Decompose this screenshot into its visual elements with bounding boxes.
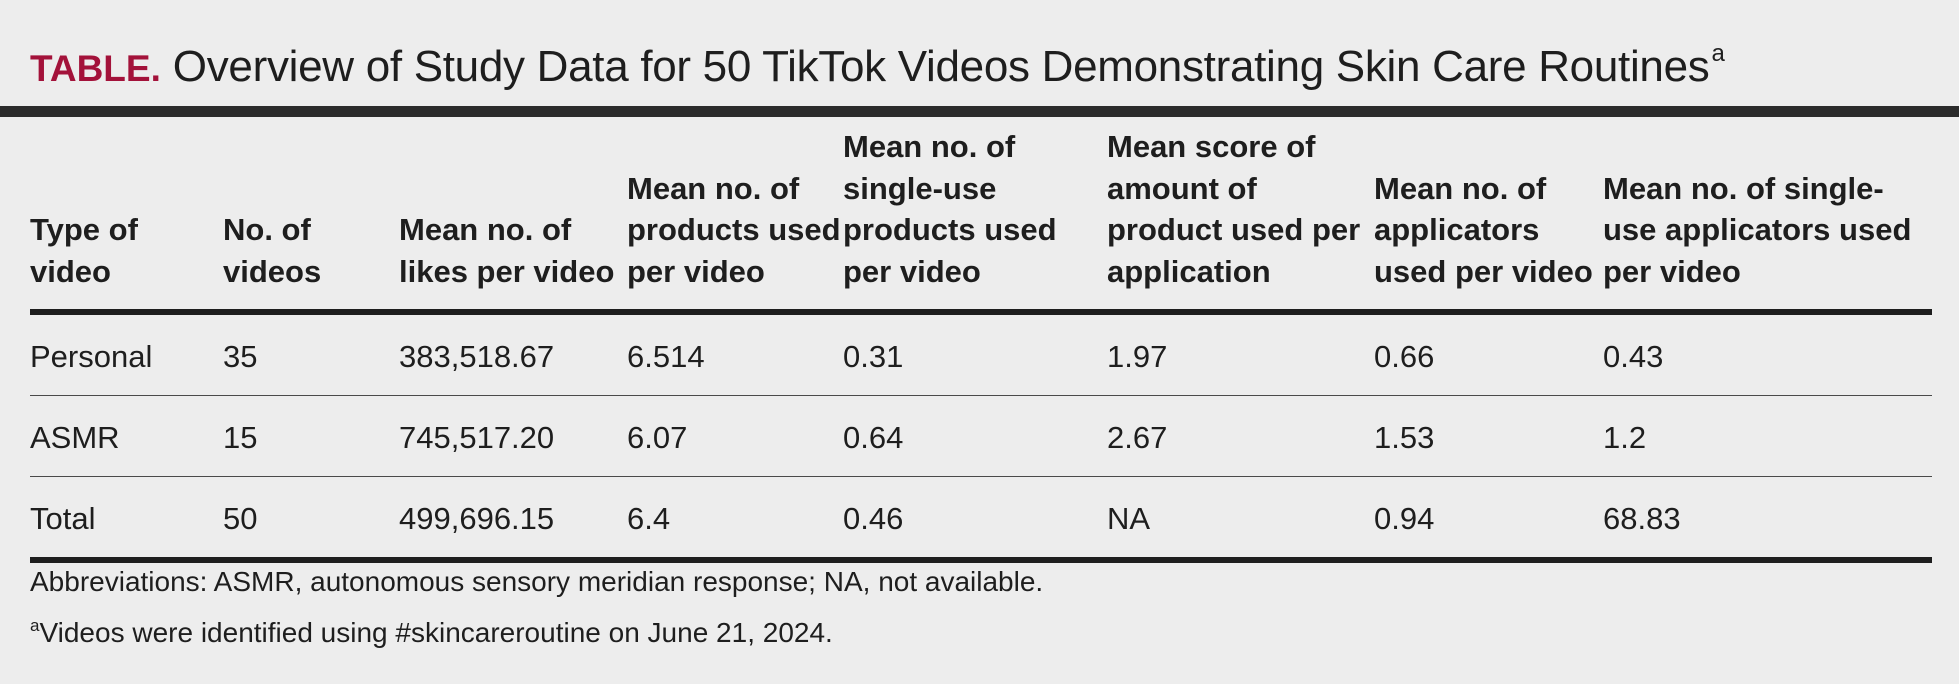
table-cell: 35 — [223, 338, 258, 374]
table-cell: 0.64 — [843, 395, 1107, 477]
table-title-text: Overview of Study Data for 50 TikTok Vid… — [172, 42, 1710, 91]
column-header: Mean score of amount of product used per… — [1107, 117, 1374, 315]
table-cell: 1.97 — [1107, 338, 1168, 374]
table-cell: 0.66 — [1374, 338, 1435, 374]
table-cell: 499,696.15 — [399, 476, 627, 563]
top-rule — [0, 106, 1959, 117]
footnote-a-marker: a — [30, 616, 40, 635]
table-cell: 2.67 — [1107, 395, 1374, 477]
column-header: Mean no. of applicators used per video — [1374, 117, 1603, 315]
table-cell: NA — [1107, 476, 1374, 563]
table-cell: 1.53 — [1374, 395, 1603, 477]
table-cell: 50 — [223, 476, 399, 563]
abbreviations-footnote: Abbreviations: ASMR, autonomous sensory … — [30, 566, 1044, 597]
table-cell: 0.43 — [1603, 338, 1664, 374]
table-cell: 6.07 — [627, 395, 843, 477]
study-data-table: Type of video No. of videos Mean no. of … — [30, 117, 1932, 563]
header-row: Type of video No. of videos Mean no. of … — [30, 117, 1932, 315]
table-cell: 15 — [223, 395, 399, 477]
table-cell: 0.94 — [1374, 476, 1603, 563]
table-cell: 745,517.20 — [399, 395, 627, 477]
table-label: TABLE. — [30, 48, 161, 89]
title-footnote-marker: a — [1711, 40, 1725, 67]
table-cell: 1.2 — [1603, 395, 1932, 477]
footnote-a-text: Videos were identified using #skincarero… — [39, 617, 833, 648]
table-cell: 68.83 — [1603, 476, 1932, 563]
table-title: TABLE. Overview of Study Data for 50 Tik… — [30, 42, 1725, 89]
table-cell: 383,518.67 — [399, 338, 555, 374]
column-header: Mean no. of single-use applicators used … — [1603, 117, 1932, 315]
column-header: Mean no. of likes per video — [399, 117, 627, 315]
table-cell: ASMR — [30, 395, 223, 477]
table-cell: 6.4 — [627, 476, 843, 563]
table-cell: Total — [30, 476, 223, 563]
column-header: Type of video — [30, 117, 223, 315]
table-cell: 6.514 — [627, 338, 705, 374]
table-row: Personal 35 383,518.67 6.514 0.31 1.97 0… — [30, 312, 1932, 396]
column-header: Mean no. of products used per video — [627, 117, 843, 315]
table-cell: Personal — [30, 338, 153, 374]
table-row: ASMR 15 745,517.20 6.07 0.64 2.67 1.53 1… — [30, 395, 1932, 477]
table-cell: 0.31 — [843, 338, 904, 374]
footnote-a: aVideos were identified using #skincarer… — [30, 616, 833, 649]
column-header: Mean no. of single-use products used per… — [843, 117, 1107, 315]
column-header: No. of videos — [223, 117, 399, 315]
table-row: Total 50 499,696.15 6.4 0.46 NA 0.94 68.… — [30, 476, 1932, 563]
table-cell: 0.46 — [843, 476, 1107, 563]
